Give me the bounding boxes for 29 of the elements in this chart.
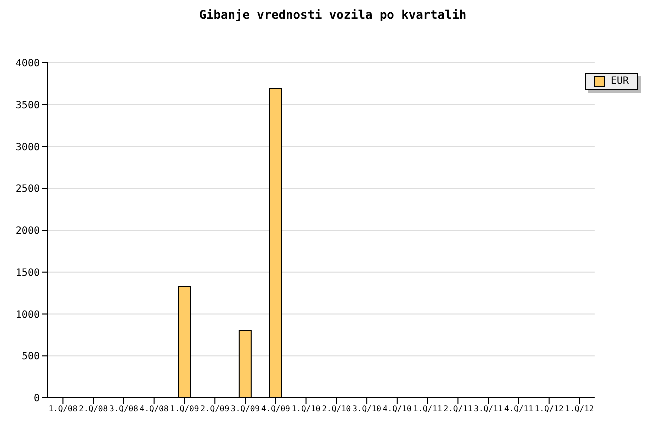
x-tick-label: 2.Q/09 (200, 404, 230, 414)
y-tick-label: 3000 (16, 142, 40, 154)
y-tick-label: 4000 (16, 58, 40, 70)
x-tick-label: 2.Q/11 (444, 404, 473, 414)
x-tick-label: 1.Q/12 (534, 404, 564, 414)
x-tick-label: 1.Q/08 (48, 404, 78, 414)
y-tick-label: 1000 (16, 310, 40, 321)
x-tick-label: 2.Q/08 (79, 404, 108, 414)
x-tick-label: 4.Q/08 (140, 404, 169, 414)
x-tick-label: 3.Q/11 (474, 404, 504, 414)
x-tick-label: 3.Q/09 (231, 404, 260, 414)
x-tick-label: 4.Q/10 (382, 404, 412, 414)
x-tick-label: 2.Q/10 (322, 404, 352, 414)
x-tick-label: 3.Q/08 (110, 404, 139, 414)
x-tick-label: 1.Q/12 (565, 404, 594, 414)
y-tick-label: 0 (34, 394, 40, 405)
y-tick-label: 2000 (16, 226, 40, 238)
x-tick-label: 4.Q/09 (261, 404, 291, 414)
x-tick-label: 1.Q/11 (413, 404, 442, 414)
legend-label: EUR (610, 76, 629, 87)
y-tick-label: 500 (22, 352, 40, 363)
x-tick-label: 3.Q/10 (352, 404, 382, 414)
x-tick-label: 4.Q/11 (504, 404, 534, 414)
chart-title: Gibanje vrednosti vozila po kvartalih (198, 8, 468, 24)
y-tick-label: 2500 (16, 184, 40, 196)
y-tick-label: 3500 (16, 100, 40, 112)
x-tick-label: 1.Q/09 (170, 404, 200, 414)
x-tick-label: 1.Q/10 (292, 404, 321, 414)
y-tick-label: 1500 (16, 268, 40, 279)
